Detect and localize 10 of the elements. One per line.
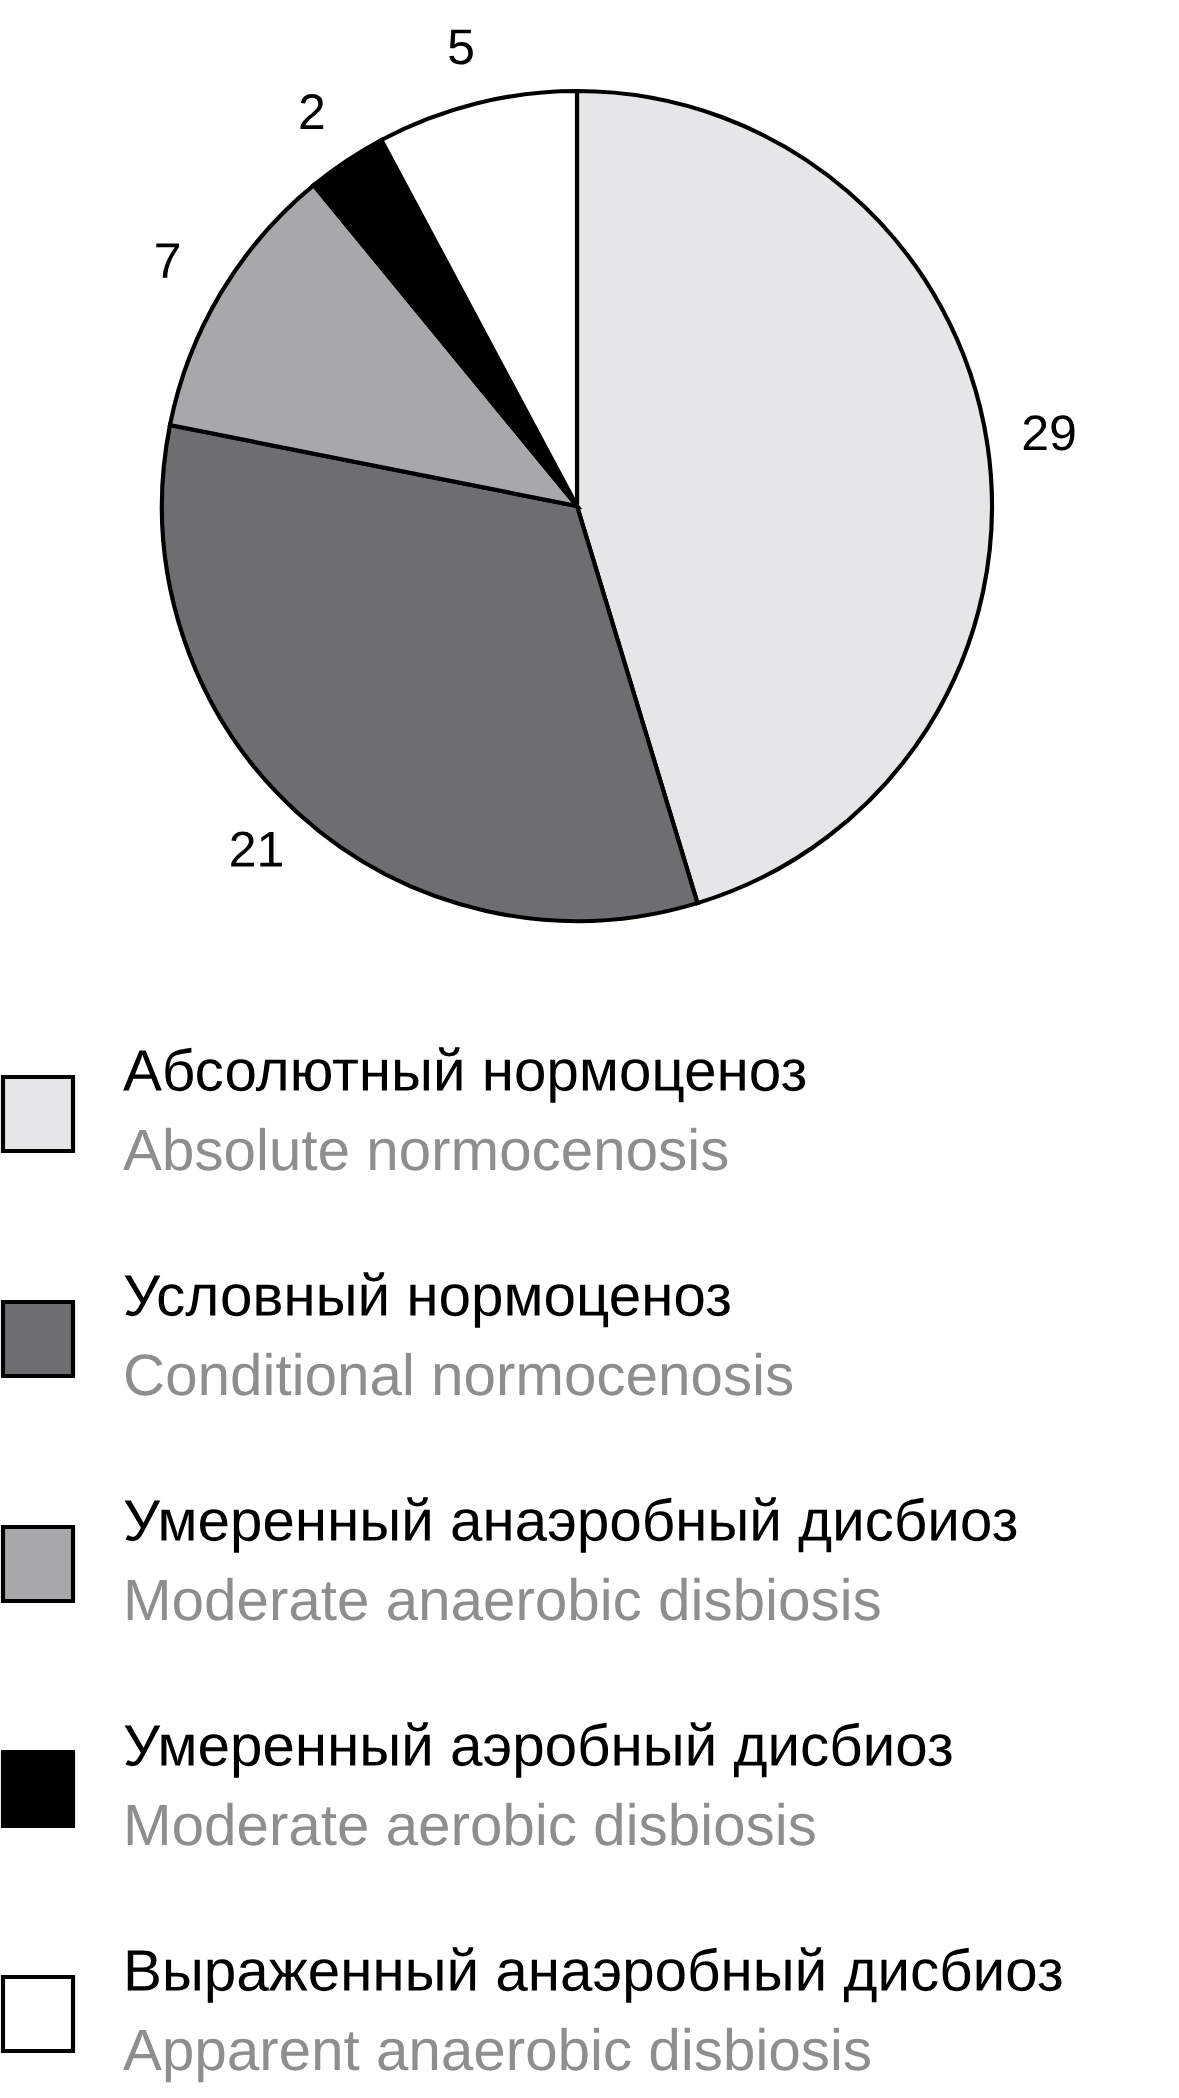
data-label: 7 [156,243,180,278]
data-label: 2 [300,94,324,130]
legend-label: Условный нормоценоз Conditional normocenosis [124,1272,793,1396]
legend-label: Умеренный аэробный дисбиоз Moderate aerobic disbiosis [124,1722,952,1846]
data-label: 21 [231,831,282,867]
legend-label: Абсолютный нормоценоз Absolute normocenosis [123,1047,806,1171]
legend-label: Выраженный анаэробный дисбиоз Apparent anaerobic disbiosis [123,1947,1062,2083]
data-label: 5 [449,29,473,65]
data-label: 29 [1023,415,1075,451]
legend-label: Умеренный анаэробный дисбиоз Moderate anaerobic disbiosis [124,1497,1017,1621]
